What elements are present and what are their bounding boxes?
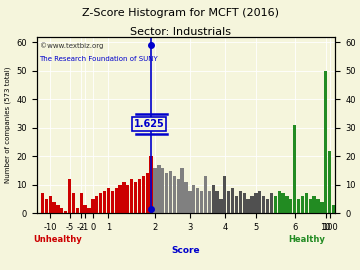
Bar bbox=[169, 171, 172, 213]
Bar bbox=[114, 188, 118, 213]
Bar bbox=[204, 176, 207, 213]
Bar bbox=[212, 185, 215, 213]
Bar bbox=[177, 179, 180, 213]
Text: Unhealthy: Unhealthy bbox=[33, 235, 82, 244]
Y-axis label: Number of companies (573 total): Number of companies (573 total) bbox=[4, 67, 11, 183]
Bar bbox=[56, 205, 59, 213]
Bar bbox=[134, 182, 137, 213]
Text: Sector: Industrials: Sector: Industrials bbox=[130, 27, 230, 37]
Bar bbox=[130, 179, 133, 213]
Bar bbox=[297, 199, 300, 213]
Bar bbox=[126, 185, 130, 213]
Bar bbox=[68, 179, 71, 213]
Bar bbox=[235, 196, 238, 213]
Bar bbox=[41, 193, 44, 213]
Bar bbox=[215, 191, 219, 213]
Bar bbox=[64, 211, 67, 213]
Bar bbox=[173, 176, 176, 213]
Bar bbox=[274, 196, 277, 213]
Bar bbox=[184, 182, 188, 213]
Bar bbox=[320, 202, 324, 213]
Bar bbox=[122, 182, 126, 213]
Bar bbox=[316, 199, 320, 213]
Bar bbox=[219, 199, 222, 213]
Bar bbox=[103, 191, 106, 213]
Bar bbox=[243, 193, 246, 213]
Bar bbox=[72, 193, 75, 213]
Bar bbox=[145, 174, 149, 213]
Bar bbox=[324, 71, 328, 213]
Bar bbox=[111, 191, 114, 213]
Bar bbox=[223, 176, 226, 213]
Bar bbox=[285, 196, 289, 213]
Bar bbox=[301, 196, 304, 213]
Bar bbox=[258, 191, 261, 213]
Bar bbox=[149, 156, 153, 213]
Bar bbox=[188, 191, 192, 213]
Bar bbox=[312, 196, 316, 213]
Text: 1.625: 1.625 bbox=[134, 119, 165, 129]
Bar bbox=[91, 199, 95, 213]
Bar bbox=[99, 193, 102, 213]
Bar bbox=[53, 202, 56, 213]
Bar bbox=[196, 188, 199, 213]
Text: ©www.textbiz.org: ©www.textbiz.org bbox=[40, 42, 103, 49]
Bar bbox=[293, 125, 296, 213]
Bar bbox=[138, 179, 141, 213]
Bar bbox=[231, 188, 234, 213]
Bar bbox=[45, 199, 48, 213]
Bar bbox=[278, 191, 281, 213]
Bar bbox=[80, 193, 83, 213]
Bar bbox=[328, 151, 331, 213]
Bar bbox=[142, 176, 145, 213]
Bar bbox=[254, 193, 257, 213]
Bar bbox=[239, 191, 242, 213]
Text: Z-Score Histogram for MCFT (2016): Z-Score Histogram for MCFT (2016) bbox=[81, 8, 279, 18]
Bar bbox=[227, 191, 230, 213]
Bar bbox=[165, 174, 168, 213]
Bar bbox=[49, 196, 52, 213]
Bar bbox=[200, 191, 203, 213]
Bar bbox=[107, 188, 110, 213]
Bar bbox=[266, 199, 269, 213]
Text: Healthy: Healthy bbox=[288, 235, 325, 244]
Bar bbox=[332, 205, 335, 213]
Bar bbox=[87, 208, 91, 213]
Bar bbox=[208, 191, 211, 213]
Bar bbox=[60, 208, 63, 213]
Bar bbox=[270, 193, 273, 213]
Bar bbox=[309, 199, 312, 213]
Bar bbox=[76, 208, 79, 213]
Bar bbox=[192, 185, 195, 213]
Bar bbox=[95, 196, 98, 213]
Bar bbox=[305, 193, 308, 213]
Text: The Research Foundation of SUNY: The Research Foundation of SUNY bbox=[40, 56, 158, 62]
Bar bbox=[118, 185, 122, 213]
Bar bbox=[262, 196, 265, 213]
Bar bbox=[180, 168, 184, 213]
Bar bbox=[282, 193, 285, 213]
Bar bbox=[84, 205, 87, 213]
Bar bbox=[247, 199, 250, 213]
X-axis label: Score: Score bbox=[172, 246, 201, 255]
Bar bbox=[161, 168, 165, 213]
Bar bbox=[153, 168, 157, 213]
Bar bbox=[250, 196, 254, 213]
Bar bbox=[289, 199, 292, 213]
Bar bbox=[157, 165, 161, 213]
